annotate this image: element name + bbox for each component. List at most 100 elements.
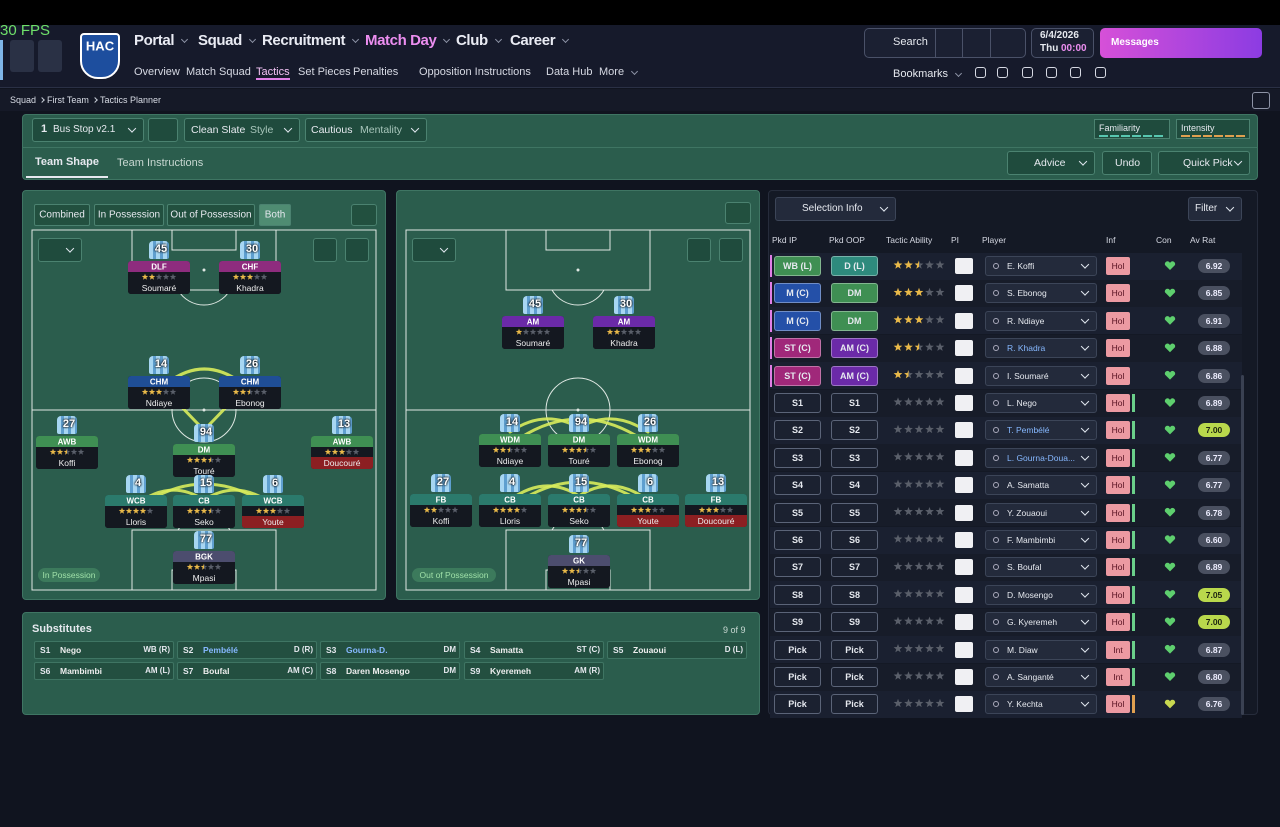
player-select[interactable] [985, 475, 1097, 496]
position-badge[interactable] [831, 283, 878, 304]
nav-item[interactable]: Club [456, 32, 503, 49]
sub-item[interactable] [320, 641, 460, 659]
pi-button[interactable] [955, 586, 973, 603]
sub-item[interactable] [464, 641, 604, 659]
player-select[interactable] [985, 365, 1097, 386]
nav-item[interactable]: Squad [198, 32, 257, 49]
player-card[interactable]: CB Lloris [479, 494, 541, 527]
player-card[interactable]: CB Seko [548, 494, 610, 527]
pi-button[interactable] [955, 614, 973, 631]
nav-item[interactable]: Match Day [365, 32, 451, 49]
position-badge[interactable] [774, 612, 821, 633]
pi-button[interactable] [955, 312, 973, 329]
sub-item[interactable] [177, 641, 317, 659]
position-badge[interactable] [831, 557, 878, 578]
breadcrumb-item[interactable]: First Team [47, 95, 100, 105]
subnav-item[interactable]: Match Squad [186, 66, 251, 78]
style-select[interactable] [184, 118, 300, 142]
pitch-view-button[interactable] [351, 204, 377, 226]
nav-item[interactable]: Portal [134, 32, 189, 49]
toolbar-icon[interactable] [1070, 67, 1081, 78]
nav-item[interactable]: Career [510, 32, 570, 49]
subnav-item[interactable]: Set Pieces [298, 66, 351, 78]
position-badge[interactable] [774, 502, 821, 523]
action-button[interactable] [1007, 151, 1095, 175]
subnav-item[interactable]: Data Hub [546, 66, 593, 78]
position-badge[interactable] [774, 694, 821, 715]
subnav-item[interactable]: Opposition Instructions [419, 66, 531, 78]
pi-button[interactable] [955, 367, 973, 384]
pitch-tool[interactable] [719, 238, 743, 262]
player-select[interactable] [985, 530, 1097, 550]
eye-button[interactable] [38, 238, 82, 262]
position-badge[interactable] [831, 639, 878, 660]
player-select[interactable] [985, 447, 1097, 468]
position-badge[interactable] [831, 584, 878, 605]
selection-info-button[interactable] [775, 197, 896, 221]
pi-button[interactable] [955, 395, 973, 411]
position-badge[interactable] [774, 584, 821, 605]
toolbar-icon[interactable] [1046, 67, 1057, 78]
pi-button[interactable] [955, 258, 973, 274]
player-select[interactable] [985, 502, 1097, 523]
player-select[interactable] [985, 338, 1097, 359]
view-toggle[interactable] [94, 204, 164, 226]
pi-button[interactable] [955, 449, 973, 466]
filter-button[interactable] [1188, 197, 1242, 221]
sub-item[interactable] [320, 662, 460, 680]
position-badge[interactable] [831, 612, 878, 633]
position-badge[interactable] [774, 365, 821, 386]
player-card[interactable]: AWB Koffi [36, 436, 98, 469]
sub-item[interactable] [34, 641, 174, 659]
position-badge[interactable] [831, 420, 878, 441]
player-card[interactable]: WCB Youte [242, 495, 304, 528]
player-select[interactable] [985, 584, 1097, 605]
close-button[interactable] [1252, 92, 1270, 109]
player-select[interactable] [985, 639, 1097, 660]
player-card[interactable]: DM Touré [548, 434, 610, 467]
position-badge[interactable] [774, 256, 821, 276]
player-card[interactable]: CB Youte [617, 494, 679, 527]
subnav-item[interactable]: Overview [134, 66, 180, 78]
player-card[interactable]: AM Khadra [593, 316, 655, 349]
player-card[interactable]: CHF Khadra [219, 261, 281, 294]
subnav-item[interactable]: Penalties [353, 66, 399, 78]
player-card[interactable]: AWB Doucouré [311, 436, 373, 469]
view-toggle[interactable] [34, 204, 90, 226]
bookmarks[interactable]: Bookmarks [893, 68, 963, 80]
position-badge[interactable] [831, 667, 878, 687]
player-card[interactable]: WDM Ebonog [617, 434, 679, 467]
player-select[interactable] [985, 393, 1097, 413]
player-select[interactable] [985, 694, 1097, 715]
subnav-item[interactable]: Tactics [256, 66, 290, 80]
add-tactic[interactable] [148, 118, 178, 142]
pi-button[interactable] [955, 285, 973, 302]
messages-button[interactable] [1100, 28, 1262, 58]
player-card[interactable]: BGK Mpasi [173, 551, 235, 584]
search-button[interactable]: Search [893, 36, 928, 48]
pi-button[interactable] [955, 340, 973, 357]
position-badge[interactable] [831, 475, 878, 496]
tactic-select[interactable] [32, 118, 144, 142]
player-select[interactable] [985, 283, 1097, 304]
player-select[interactable] [985, 310, 1097, 331]
pitch-tool[interactable] [345, 238, 369, 262]
position-badge[interactable] [774, 557, 821, 578]
position-badge[interactable] [774, 447, 821, 468]
pi-button[interactable] [955, 422, 973, 439]
player-select[interactable] [985, 420, 1097, 441]
pitch-tool[interactable] [687, 238, 711, 262]
player-card[interactable]: GK Mpasi [548, 555, 610, 588]
pitch-tool[interactable] [313, 238, 337, 262]
tab-active[interactable]: Team Shape [35, 156, 99, 168]
player-card[interactable]: CB Seko [173, 495, 235, 528]
position-badge[interactable] [774, 393, 821, 413]
pi-button[interactable] [955, 559, 973, 576]
toolbar-icon[interactable] [1022, 67, 1033, 78]
action-button[interactable] [1102, 151, 1152, 175]
pi-button[interactable] [955, 504, 973, 521]
position-badge[interactable] [774, 530, 821, 550]
player-card[interactable]: WDM Ndiaye [479, 434, 541, 467]
pi-button[interactable] [955, 477, 973, 494]
back-button[interactable] [10, 40, 34, 72]
